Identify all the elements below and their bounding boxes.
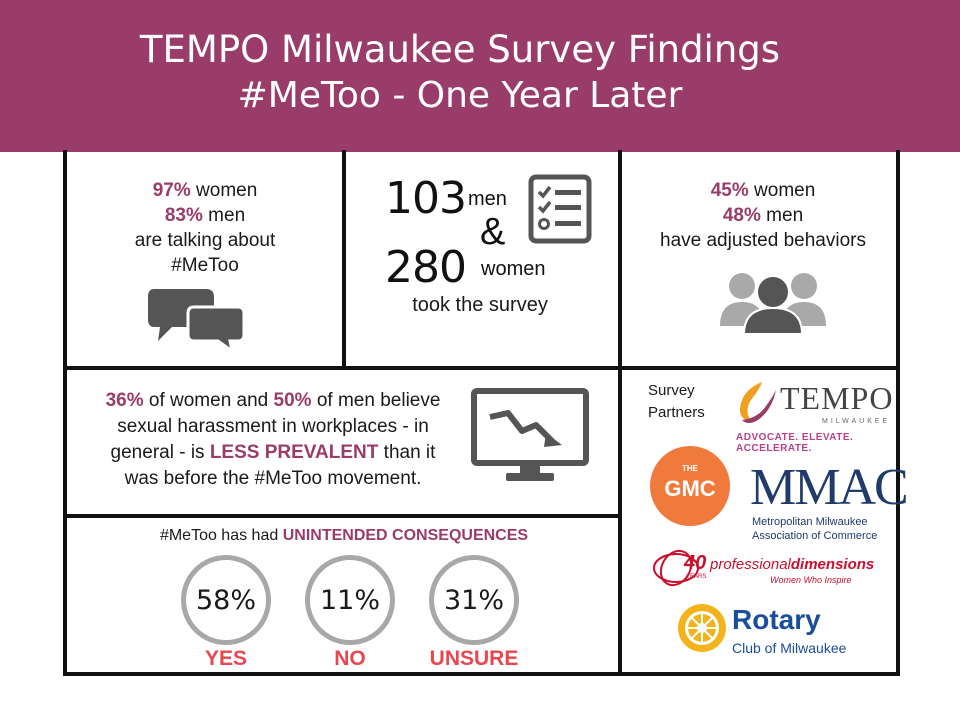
tempo-name: TEMPO bbox=[780, 380, 894, 416]
prevalence-text-part4: than it bbox=[383, 442, 436, 463]
survey-men-label: men bbox=[468, 188, 507, 210]
page-subtitle: #MeToo - One Year Later bbox=[237, 75, 683, 116]
survey-men-count: 103 bbox=[385, 173, 467, 224]
adjusted-stat: 45% women 48% men have adjusted behavior… bbox=[630, 178, 896, 253]
consequences-highlight: UNINTENDED CONSEQUENCES bbox=[282, 527, 529, 544]
consequences-prefix: #MeToo has had bbox=[159, 527, 279, 544]
pd-swirl-icon bbox=[653, 549, 699, 587]
grid-line bbox=[63, 150, 67, 676]
adjusted-men-label: men bbox=[766, 205, 804, 226]
chat-bubbles-icon bbox=[148, 289, 246, 353]
partners-label-line2: Partners bbox=[648, 404, 705, 421]
declining-chart-monitor-icon bbox=[471, 388, 589, 481]
talking-stat: 97% women 83% men are talking about #MeT… bbox=[70, 178, 340, 278]
grid-line bbox=[896, 150, 900, 676]
adjusted-men-pct: 48% bbox=[722, 205, 761, 226]
mmac-logo: MMAC Metropolitan Milwaukee Association … bbox=[748, 459, 909, 546]
prevalence-women-pct: 36% bbox=[105, 390, 144, 411]
tempo-sub: MILWAUKEE bbox=[822, 418, 891, 425]
gmc-the: THE bbox=[682, 464, 698, 473]
talking-men-label: men bbox=[208, 205, 246, 226]
survey-women-count: 280 bbox=[385, 242, 467, 293]
rotary-wheel-icon bbox=[678, 604, 726, 652]
pd-name: professionaldimensions bbox=[710, 556, 874, 573]
adjusted-women-label: women bbox=[754, 180, 816, 201]
pd-tagline: Women Who Inspire bbox=[770, 575, 852, 585]
gmc-name: GMC bbox=[664, 476, 716, 501]
gmc-logo: THE GMC bbox=[650, 446, 730, 526]
prevalence-highlight: LESS PREVALENT bbox=[209, 442, 379, 463]
grid-line bbox=[618, 150, 622, 676]
no-percent-ring: 11% bbox=[305, 555, 395, 645]
checklist-icon bbox=[528, 174, 592, 244]
pd-name-part2: dimensions bbox=[790, 556, 875, 573]
rotary-name: Rotary bbox=[732, 604, 821, 635]
survey-took-line: took the survey bbox=[412, 294, 548, 316]
survey-women-label: women bbox=[481, 258, 546, 280]
grid-line bbox=[63, 514, 622, 518]
rotary-sub: Club of Milwaukee bbox=[732, 640, 847, 656]
grid-line bbox=[342, 150, 346, 369]
prevalence-men-pct: 50% bbox=[273, 390, 312, 411]
talking-line1: are talking about bbox=[134, 230, 276, 251]
rotary-logo: Rotary Club of Milwaukee bbox=[676, 596, 866, 662]
mmac-line1: Metropolitan Milwaukee bbox=[752, 516, 868, 528]
prevalence-text-part1: of women and bbox=[148, 390, 269, 411]
unsure-label: UNSURE bbox=[429, 647, 519, 670]
prevalence-line2: sexual harassment in workplaces - in bbox=[117, 416, 429, 437]
prevalence-text-part2: of men believe bbox=[316, 390, 441, 411]
no-label: NO bbox=[334, 647, 366, 670]
people-group-icon bbox=[720, 273, 826, 334]
grid-line bbox=[63, 366, 900, 370]
page-title: TEMPO Milwaukee Survey Findings bbox=[139, 28, 781, 71]
talking-women-label: women bbox=[196, 180, 258, 201]
partners-label: Survey Partners bbox=[648, 380, 705, 424]
grid-line bbox=[63, 672, 900, 676]
mmac-line2: Association of Commerce bbox=[752, 530, 878, 542]
adjusted-line: have adjusted behaviors bbox=[660, 230, 866, 251]
tempo-tagline: ADVOCATE. ELEVATE. ACCELERATE. bbox=[736, 432, 854, 454]
header-banner: TEMPO Milwaukee Survey Findings #MeToo -… bbox=[0, 0, 960, 152]
prevalence-text-part3: general - is bbox=[110, 442, 205, 463]
prevalence-line4: was before the #MeToo movement. bbox=[124, 468, 422, 489]
professional-dimensions-logo: 40 YEARS professionaldimensions Women Wh… bbox=[652, 546, 882, 590]
tempo-logo: TEMPO MILWAUKEE ADVOCATE. ELEVATE. ACCEL… bbox=[732, 378, 894, 454]
talking-women-pct: 97% bbox=[152, 180, 191, 201]
pd-name-part1: professional bbox=[710, 556, 791, 573]
survey-ampersand: & bbox=[480, 211, 506, 253]
yes-percent-ring: 58% bbox=[181, 555, 271, 645]
talking-line2: #MeToo bbox=[171, 255, 239, 276]
talking-men-pct: 83% bbox=[164, 205, 203, 226]
prevalence-stat: 36% of women and 50% of men believe sexu… bbox=[78, 388, 468, 492]
adjusted-women-pct: 45% bbox=[710, 180, 749, 201]
partners-label-line1: Survey bbox=[648, 382, 695, 399]
unsure-percent-ring: 31% bbox=[429, 555, 519, 645]
consequences-heading: #MeToo has had UNINTENDED CONSEQUENCES bbox=[70, 527, 618, 545]
mmac-name: MMAC bbox=[750, 459, 909, 516]
yes-label: YES bbox=[204, 647, 248, 670]
pd-years: 40 bbox=[684, 552, 707, 574]
tempo-swirl-icon bbox=[739, 382, 776, 423]
pd-years-label: YEARS bbox=[686, 574, 707, 580]
